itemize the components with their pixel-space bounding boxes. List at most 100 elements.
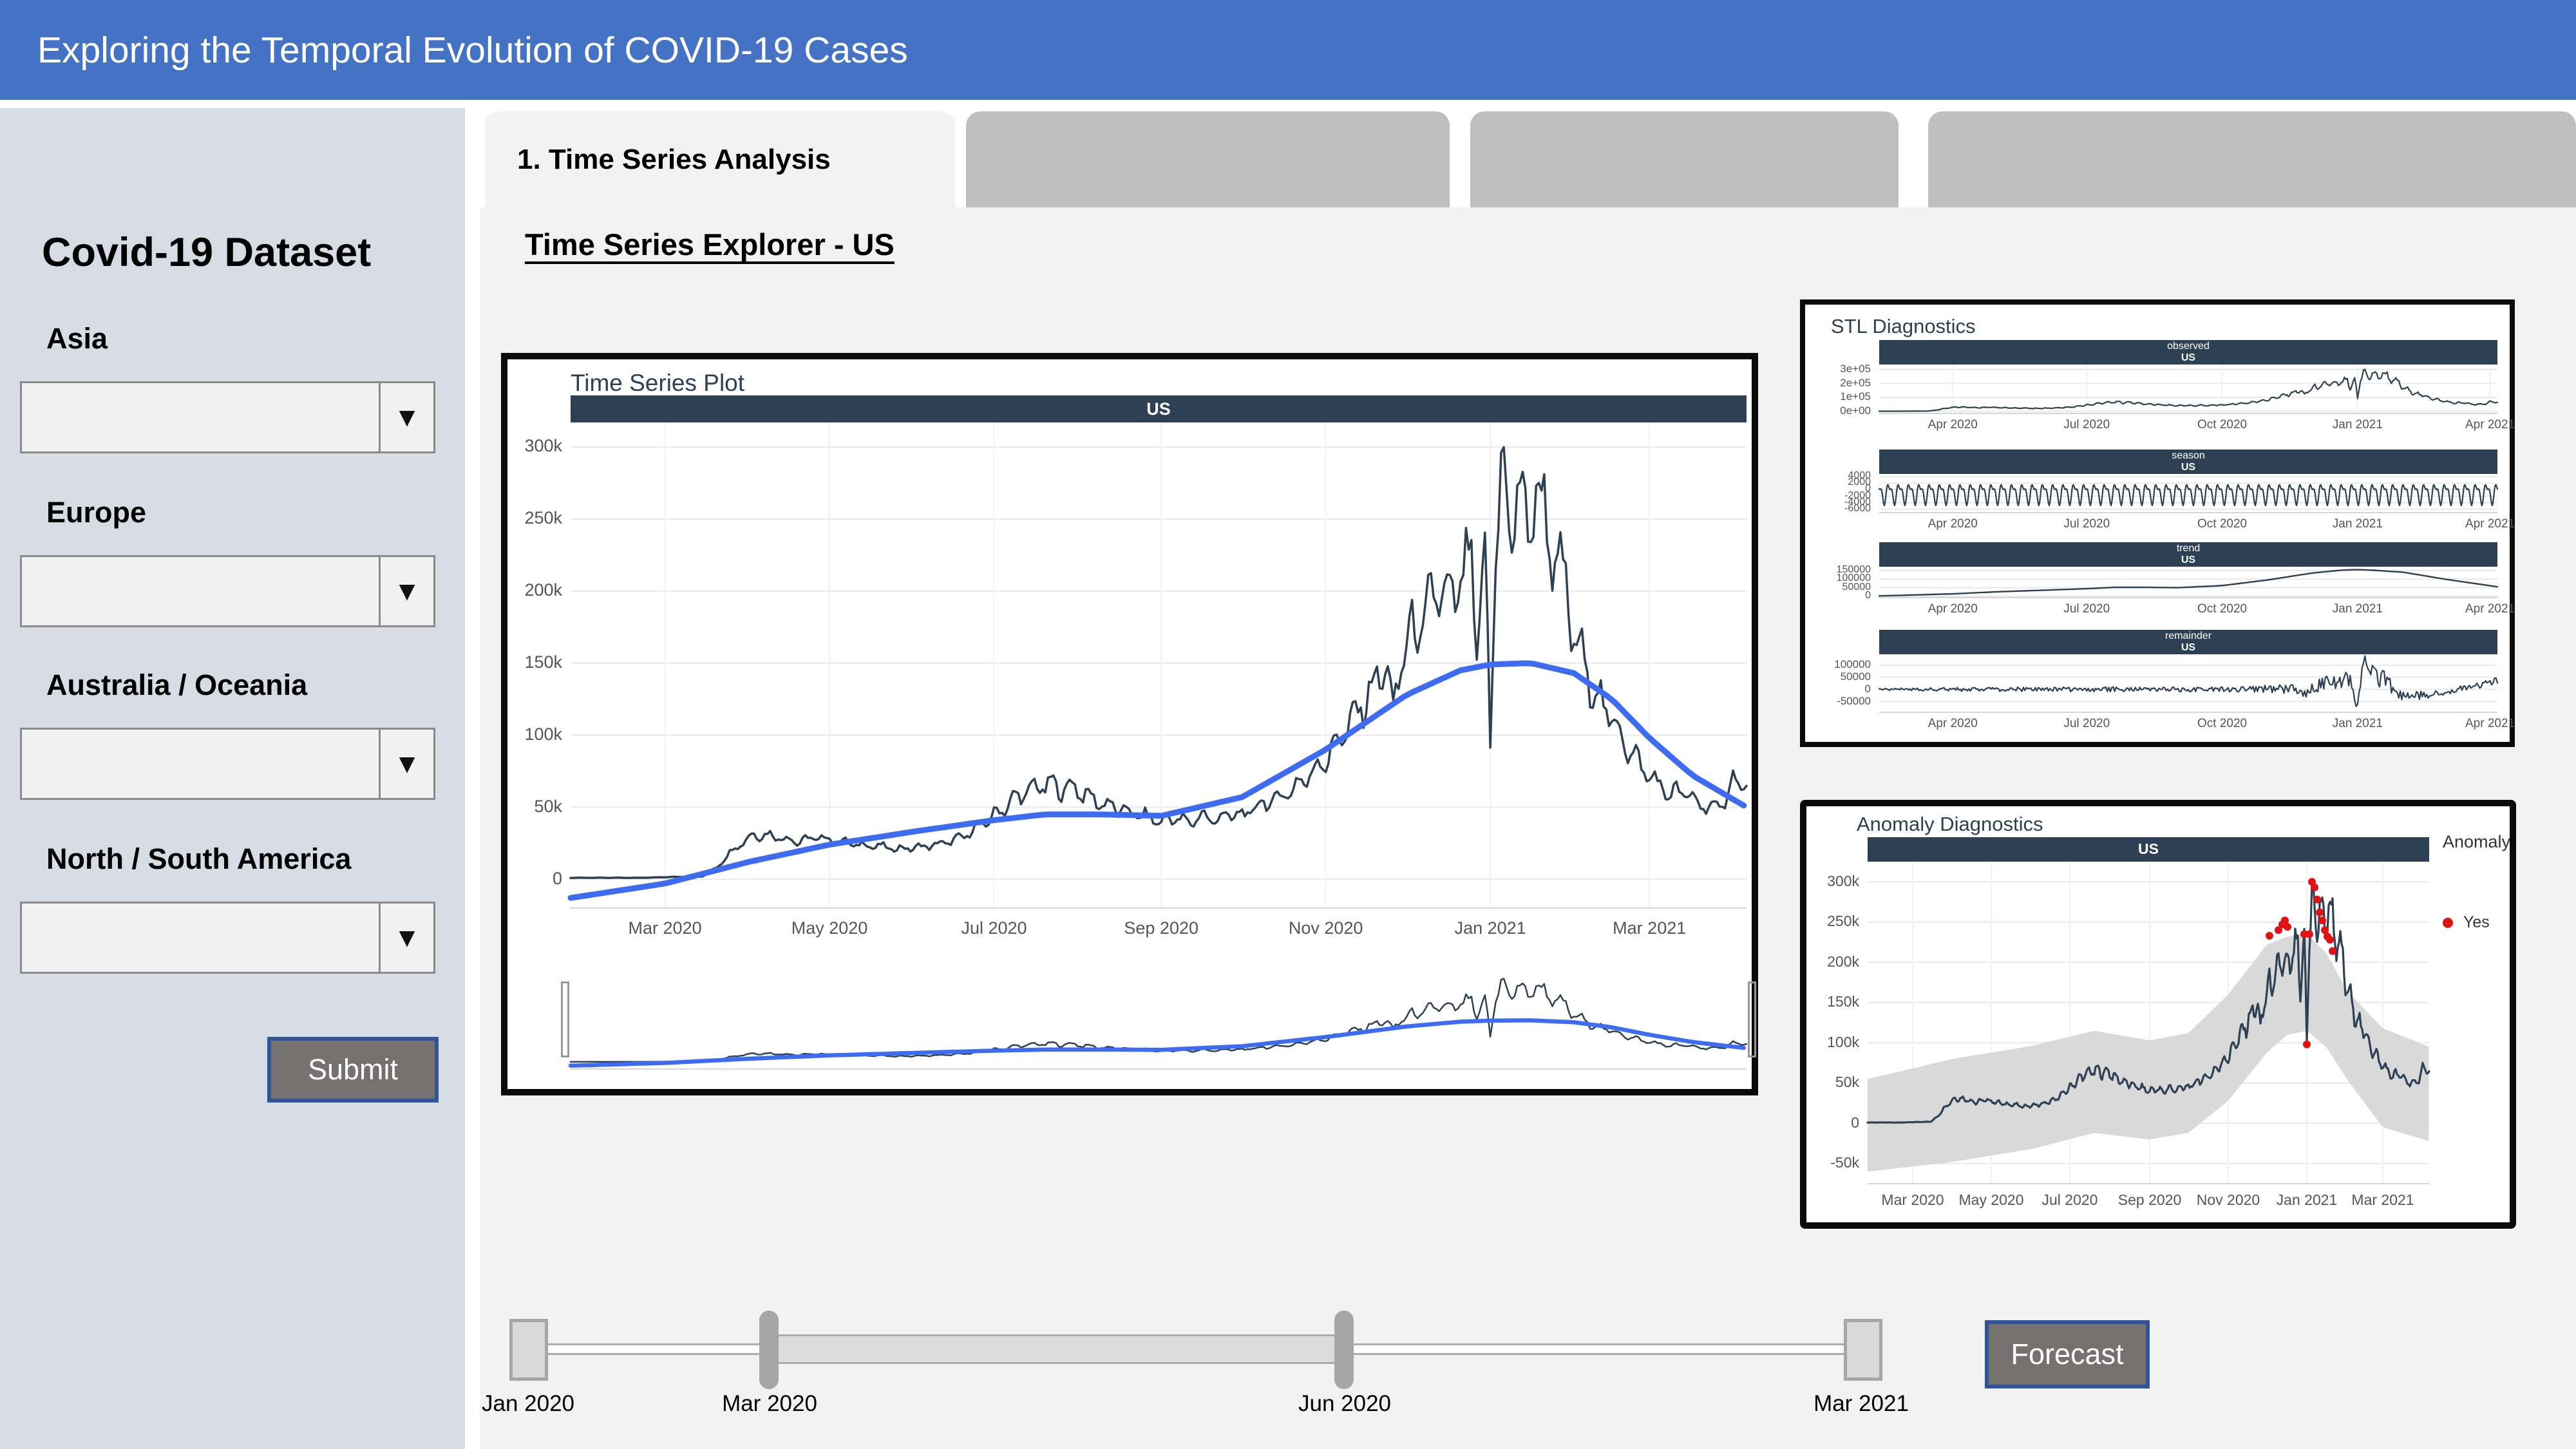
slider-selected-range[interactable]: [770, 1334, 1345, 1364]
anomaly-ytick: 250k: [1827, 913, 1859, 930]
stl-trend-ytick: 150000: [1836, 564, 1871, 575]
stl-diagnostics-panel[interactable]: STL Diagnostics observed US Apr 2020 Jul 202…: [1800, 299, 2515, 747]
tab-3[interactable]: [1470, 111, 1899, 208]
stl-remainder-ytick: -50000: [1837, 694, 1871, 707]
anomaly-legend-title: Anomaly: [2443, 832, 2511, 851]
stl-trend-plot-area[interactable]: [1878, 567, 2499, 598]
time-series-plot-panel[interactable]: Time Series Plot US Mar 2020 May 2020 Jul 20…: [501, 353, 1758, 1095]
europe-dropdown-arrow-icon[interactable]: ▼: [379, 557, 433, 625]
anomaly-anomaly-dot: [2321, 926, 2329, 934]
main-ytick: 250k: [524, 508, 562, 528]
oceania-label: Australia / Oceania: [46, 668, 308, 701]
main-ytick: 300k: [524, 436, 562, 456]
anomaly-diagnostics-panel[interactable]: Anomaly Diagnostics US Mar 2020 May 2020 Jul…: [1800, 800, 2516, 1229]
anomaly-facet-strip: US: [1868, 837, 2429, 862]
tab-2[interactable]: [966, 111, 1450, 208]
anomaly-ytick: 100k: [1827, 1033, 1859, 1050]
anomaly-anomaly-dot: [2306, 930, 2313, 938]
stl-observed-xtick: Apr 2020: [1927, 418, 1978, 431]
asia-label: Asia: [46, 322, 108, 355]
slider-label-mar-2021: Mar 2021: [1814, 1391, 1909, 1416]
stl-observed-plot-area[interactable]: [1878, 365, 2499, 414]
stl-remainder-ytick: 50000: [1840, 670, 1871, 683]
anomaly-xtick: Mar 2020: [1881, 1191, 1944, 1208]
stl-observed-xtick: Apr 2021: [2465, 418, 2515, 431]
mini-range-bracket-right[interactable]: [1748, 981, 1756, 1057]
oceania-dropdown[interactable]: ▼: [20, 728, 435, 800]
stl-trend-xtick: Apr 2020: [1927, 602, 1978, 616]
europe-dropdown-value: [22, 557, 379, 625]
stl-season-plot-area[interactable]: [1878, 474, 2499, 513]
stl-trend-ytick: 50000: [1842, 581, 1871, 592]
stl-trend-xtick: Jul 2020: [2063, 602, 2110, 616]
mini-plot-area[interactable]: [568, 972, 1748, 1070]
asia-dropdown-arrow-icon[interactable]: ▼: [379, 383, 433, 451]
slider-handle-start[interactable]: [759, 1311, 779, 1389]
stl-trend-xtick: Oct 2020: [2197, 602, 2248, 616]
anomaly-ytick: 150k: [1827, 993, 1859, 1010]
stl-season-ytick: -4000: [1844, 496, 1871, 507]
stl-remainder-ytick: 0: [1864, 682, 1871, 695]
slider-label-mar-2020: Mar 2020: [722, 1391, 817, 1416]
anomaly-legend-item: Yes: [2443, 913, 2490, 932]
stl-remainder-ytick: 100000: [1834, 658, 1871, 671]
anomaly-yes-dot-icon: [2443, 917, 2453, 928]
tab-time-series-analysis[interactable]: 1. Time Series Analysis: [485, 111, 955, 208]
main-xtick: May 2020: [791, 918, 868, 938]
anomaly-xtick: Jan 2021: [2276, 1191, 2338, 1208]
forecast-button[interactable]: Forecast: [1985, 1320, 2150, 1388]
sidebar-title: Covid-19 Dataset: [42, 230, 372, 275]
main-title: Time Series Plot: [571, 370, 745, 396]
main-plot-area[interactable]: [567, 422, 1748, 909]
america-dropdown[interactable]: ▼: [20, 902, 435, 974]
europe-dropdown[interactable]: ▼: [20, 555, 435, 627]
stl-observed-title: STL Diagnostics: [1831, 315, 1976, 337]
anomaly-ytick: 50k: [1835, 1074, 1859, 1091]
anomaly-xtick: Jul 2020: [2041, 1191, 2098, 1208]
main-xtick: Mar 2020: [628, 918, 702, 938]
stl-trend-facet-strip: trend US: [1879, 542, 2497, 567]
stl-observed-xtick: Jul 2020: [2063, 418, 2110, 431]
stl-remainder-xtick: Jul 2020: [2063, 717, 2110, 730]
anomaly-confidence_band: [1868, 934, 2429, 1172]
page-title: Time Series Explorer - US: [525, 227, 895, 261]
tab-4[interactable]: [1928, 111, 2576, 208]
stl-remainder-facet-strip: remainder US: [1879, 630, 2497, 654]
submit-button[interactable]: Submit: [267, 1037, 439, 1103]
stl-observed-xtick: Oct 2020: [2197, 418, 2248, 431]
anomaly-ytick: 0: [1851, 1113, 1859, 1131]
anomaly-anomaly-dot: [2326, 936, 2334, 944]
main-observed-line: [569, 446, 1748, 880]
stl-remainder-xtick: Apr 2020: [1927, 717, 1978, 730]
stl-observed-ytick: 0e+00: [1840, 404, 1871, 417]
stl-observed-ytick: 1e+05: [1840, 390, 1871, 403]
anomaly-xtick: Nov 2020: [2196, 1191, 2260, 1208]
slider-left-end-handle[interactable]: [509, 1319, 548, 1381]
asia-dropdown-value: [22, 383, 379, 451]
stl-season-ytick: -2000: [1844, 489, 1871, 501]
europe-label: Europe: [46, 496, 147, 529]
anomaly-anomaly-dot: [2318, 916, 2326, 925]
sidebar: Covid-19 Dataset Asia ▼ Europe ▼ Austral…: [0, 108, 465, 1449]
stl-season-xtick: Oct 2020: [2197, 517, 2248, 531]
stl-trend-trend-line: [1878, 569, 2499, 597]
main-ytick: 100k: [524, 724, 562, 744]
stl-trend-ytick: 100000: [1836, 573, 1871, 584]
slider-right-end-handle[interactable]: [1844, 1319, 1882, 1381]
mini-range-bracket-left[interactable]: [561, 981, 569, 1057]
anomaly-plot-area[interactable]: [1866, 862, 2430, 1184]
stl-trend-ytick: 0: [1865, 589, 1871, 601]
slider-handle-end[interactable]: [1334, 1311, 1354, 1389]
anomaly-title: Anomaly Diagnostics: [1857, 813, 2043, 835]
stl-remainder-plot-area[interactable]: [1878, 654, 2499, 713]
main-xtick: Jan 2021: [1454, 918, 1526, 938]
asia-dropdown[interactable]: ▼: [20, 381, 435, 453]
oceania-dropdown-arrow-icon[interactable]: ▼: [379, 730, 433, 798]
america-dropdown-arrow-icon[interactable]: ▼: [379, 904, 433, 972]
oceania-dropdown-value: [22, 730, 379, 798]
america-dropdown-value: [22, 904, 379, 972]
main-xtick: Mar 2021: [1613, 918, 1687, 938]
anomaly-anomaly-dot: [2313, 895, 2321, 904]
stl-season-facet-strip: season US: [1879, 450, 2497, 474]
anomaly-ytick: 300k: [1827, 872, 1859, 889]
